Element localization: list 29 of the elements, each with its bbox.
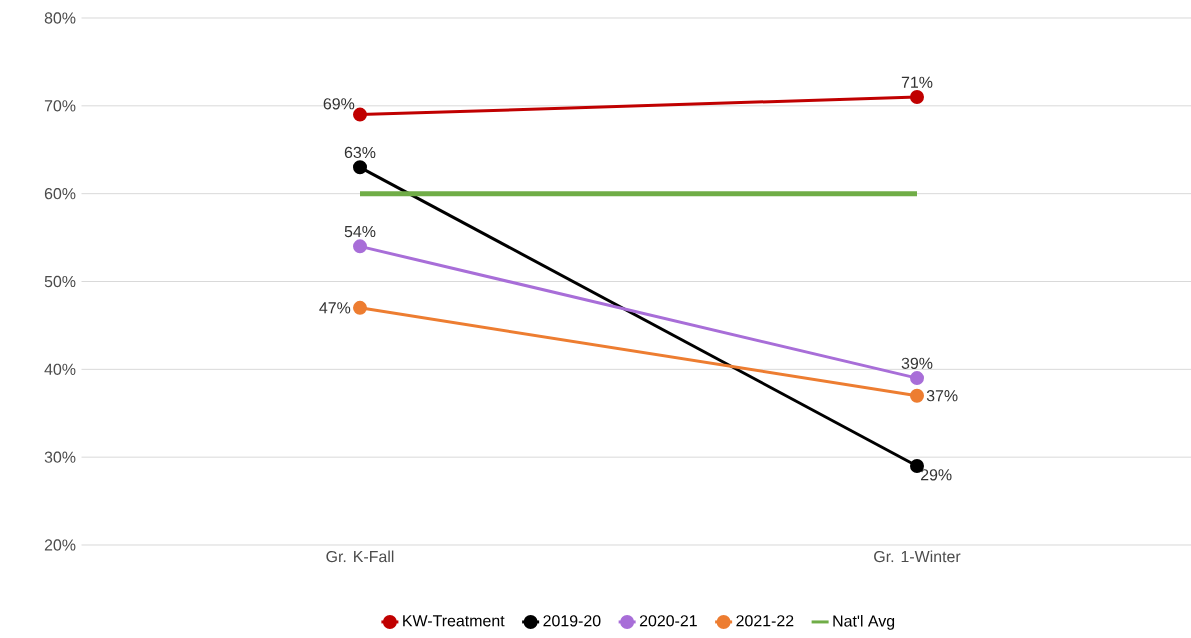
data-label: 29% bbox=[921, 469, 952, 481]
point bbox=[353, 239, 367, 254]
y-tick-label: 70% bbox=[44, 100, 76, 112]
point bbox=[353, 107, 367, 122]
data-label: 37% bbox=[926, 390, 958, 402]
data-label: 71% bbox=[901, 76, 933, 88]
y-tick-label: 20% bbox=[44, 539, 76, 551]
y-tick-label: 50% bbox=[44, 275, 76, 288]
y-tick-label: 30% bbox=[44, 451, 76, 463]
point bbox=[910, 90, 924, 105]
point bbox=[910, 371, 924, 386]
data-label: 39% bbox=[901, 357, 933, 369]
point bbox=[910, 388, 924, 403]
y-tick-label: 60% bbox=[44, 188, 76, 200]
legend-label: KW-Treatment bbox=[403, 615, 505, 627]
x-tick-label: Gr. 1-Winter bbox=[874, 550, 961, 563]
legend-label: 2021-22 bbox=[736, 615, 794, 627]
data-label: 47% bbox=[319, 302, 351, 314]
y-tick-label: 80% bbox=[44, 12, 76, 24]
x-tick-label: Gr. K-Fall bbox=[326, 550, 394, 563]
data-label: 54% bbox=[344, 225, 376, 238]
point bbox=[353, 300, 367, 315]
data-label: 63% bbox=[344, 146, 376, 159]
legend-label: 2019-20 bbox=[543, 615, 601, 627]
legend-label: Nat'l Avg bbox=[833, 614, 895, 630]
point bbox=[353, 160, 367, 175]
data-label: 69% bbox=[323, 98, 355, 110]
y-tick-label: 40% bbox=[44, 363, 76, 375]
legend-label: 2020-21 bbox=[639, 615, 697, 627]
